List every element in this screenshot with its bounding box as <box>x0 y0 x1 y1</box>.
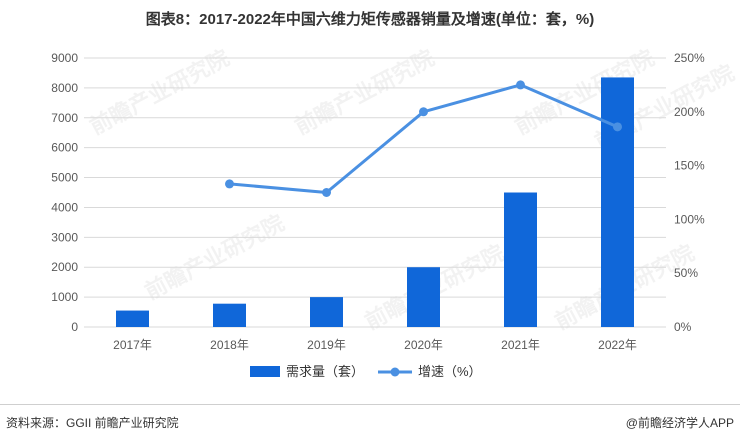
watermark-text: 前瞻产业研究院 <box>291 45 439 139</box>
right-tick-label: 150% <box>674 159 705 173</box>
x-tick-label: 2021年 <box>501 338 540 352</box>
watermark-text: 前瞻产业研究院 <box>141 210 289 304</box>
left-tick-label: 8000 <box>51 81 78 95</box>
x-tick-label: 2020年 <box>404 338 443 352</box>
right-tick-label: 50% <box>674 266 698 280</box>
left-tick-label: 4000 <box>51 200 78 214</box>
chart: 前瞻产业研究院前瞻产业研究院前瞻产业研究院前瞻产业研究院前瞻产业研究院前瞻产业研… <box>51 45 738 379</box>
watermark-text: 前瞻产业研究院 <box>86 45 234 139</box>
x-tick-label: 2017年 <box>113 338 152 352</box>
bar <box>601 77 634 327</box>
bar <box>407 267 440 327</box>
line-point <box>516 80 525 90</box>
legend-swatch-marker <box>390 367 400 377</box>
legend-swatch-bar <box>250 366 280 377</box>
footer: 资料来源：GGII 前瞻产业研究院 @前瞻经济学人APP <box>0 404 740 439</box>
x-tick-label: 2022年 <box>598 338 637 352</box>
line-point <box>419 107 428 117</box>
right-tick-label: 200% <box>674 105 705 119</box>
bar <box>504 192 537 327</box>
x-tick-label: 2019年 <box>307 338 346 352</box>
left-tick-label: 2000 <box>51 260 78 274</box>
x-axis-ticks: 2017年 2018年 2019年 2020年 2021年 2022年 <box>113 338 637 352</box>
credit-note: @前瞻经济学人APP <box>625 416 734 430</box>
left-tick-label: 5000 <box>51 171 78 185</box>
line-point <box>225 179 234 189</box>
right-tick-label: 100% <box>674 212 705 226</box>
right-tick-label: 250% <box>674 51 705 65</box>
legend-label-bar: 需求量（套） <box>286 364 364 379</box>
left-tick-label: 3000 <box>51 230 78 244</box>
line-point <box>613 122 622 132</box>
left-tick-label: 6000 <box>51 141 78 155</box>
legend-label-line: 增速（%） <box>418 364 482 379</box>
line-series <box>225 80 622 197</box>
right-tick-label: 0% <box>674 320 692 334</box>
left-tick-label: 9000 <box>51 51 78 65</box>
left-axis-ticks: 0 1000 2000 3000 4000 5000 6000 7000 8000 9000 <box>51 51 78 334</box>
source-note: 资料来源：GGII 前瞻产业研究院 <box>6 416 179 430</box>
bar <box>213 303 246 327</box>
left-tick-label: 1000 <box>51 290 78 304</box>
right-axis-ticks: 0% 50% 100% 150% 200% 250% <box>674 51 705 334</box>
gridlines <box>84 57 666 328</box>
growth-line <box>229 83 619 194</box>
line-point <box>322 188 331 197</box>
x-tick-label: 2018年 <box>210 338 249 352</box>
bar <box>310 297 343 327</box>
left-tick-label: 0 <box>71 320 78 334</box>
bar-series <box>116 77 634 327</box>
legend: 需求量（套） 增速（%） <box>250 364 482 379</box>
left-tick-label: 7000 <box>51 111 78 125</box>
chart-title: 图表8：2017-2022年中国六维力矩传感器销量及增速(单位：套，%) <box>145 11 595 28</box>
bar <box>116 310 149 327</box>
